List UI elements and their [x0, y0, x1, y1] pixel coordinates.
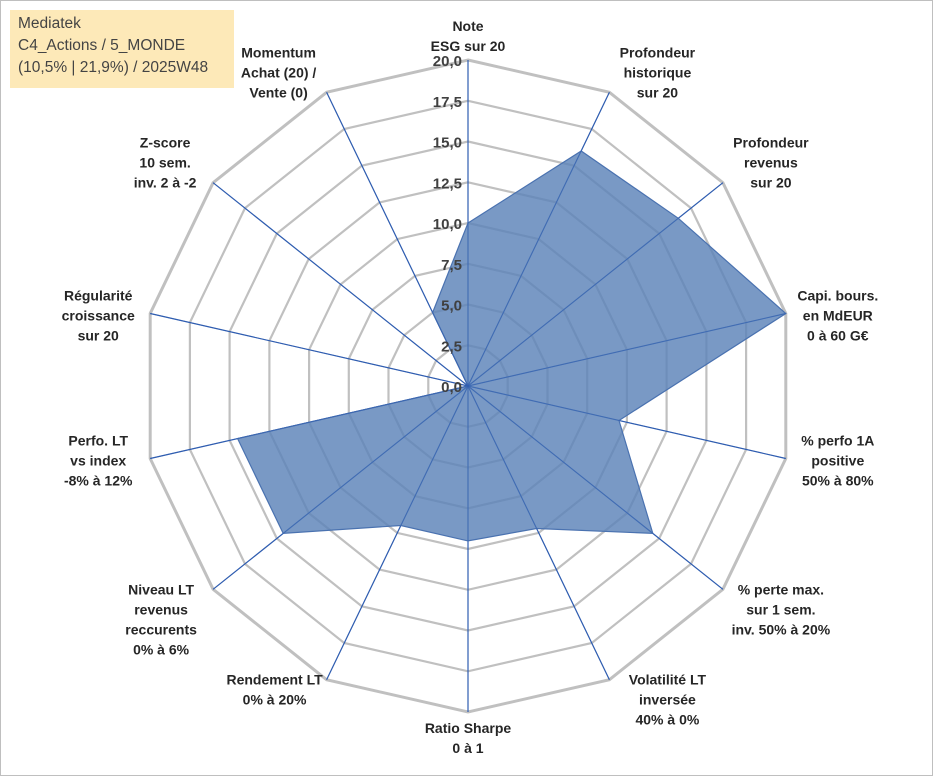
axis-label-line: Ratio Sharpe: [425, 720, 512, 736]
axis-label-line: Momentum: [241, 44, 316, 60]
axis-label-line: Régularité: [64, 288, 133, 304]
axis-label-line: croissance: [62, 308, 135, 324]
axis-label: Ratio Sharpe 0 à 1: [425, 720, 512, 756]
axis-label-line: Volatilité LT: [629, 672, 707, 688]
tick-label: 5,0: [441, 298, 462, 315]
axis-label-line: inversée: [639, 692, 696, 708]
axis-label: Z-score 10 sem. inv. 2 à -2: [134, 135, 197, 191]
tick-label: 15,0: [433, 135, 462, 152]
axis-label: Profondeur historique sur 20: [620, 44, 696, 100]
axis-label-line: reccurents: [125, 621, 197, 637]
axis-label: Profondeur revenus sur 20: [733, 135, 809, 191]
axis-label-line: 0% à 20%: [243, 692, 307, 708]
tick-label: 17,5: [433, 94, 462, 111]
axis-label-line: % perfo 1A: [801, 433, 874, 449]
axis-spoke-overlay: [150, 385, 469, 459]
axis-label-line: sur 1 sem.: [746, 601, 815, 617]
axis-spoke-overlay: [467, 385, 610, 680]
axis-label-line: 0% à 6%: [133, 641, 190, 657]
axis-label: Régularité croissance sur 20: [62, 288, 135, 344]
axis-spoke-overlay: [326, 92, 469, 387]
axis-label: Momentum Achat (20) / Vente (0): [241, 44, 317, 100]
axis-label-line: 40% à 0%: [635, 712, 699, 728]
axis-label-line: inv. 50% à 20%: [732, 621, 831, 637]
axis-label-line: Achat (20) /: [241, 64, 317, 80]
axis-label-line: positive: [811, 453, 864, 469]
tick-label: 0,0: [441, 379, 462, 396]
axis-label-line: 10 sem.: [139, 155, 190, 171]
info-line-3: (10,5% | 21,9%) / 2025W48: [18, 59, 209, 76]
axis-label-line: Rendement LT: [226, 672, 323, 688]
axis-label-line: 0 à 1: [452, 740, 483, 756]
axis-label-line: Niveau LT: [128, 581, 194, 597]
info-box: Mediatek C4_Actions / 5_MONDE (10,5% | 2…: [10, 10, 234, 88]
axis-label-line: sur 20: [637, 84, 678, 100]
axis-label: Capi. bours. en MdEUR 0 à 60 G€: [797, 288, 878, 344]
axis-spoke-overlay: [212, 385, 469, 590]
axis-spoke-overlay: [467, 182, 724, 387]
tick-label: 20,0: [433, 53, 462, 70]
axis-label: Perfo. LT vs index -8% à 12%: [64, 433, 133, 489]
axis-labels: Note ESG sur 20 Profondeur historique sur 20…: [62, 18, 879, 756]
axis-label: Note ESG sur 20: [431, 18, 506, 54]
axis-label-line: Capi. bours.: [797, 288, 878, 304]
axis-label-line: vs index: [70, 453, 126, 469]
radial-tick-labels: 0,0 2,5 5,0 7,5 10,0 12,5 15,0 17,5 20,0: [433, 53, 462, 396]
axis-spoke-overlay: [467, 385, 724, 590]
axis-spoke-overlay: [326, 385, 469, 680]
axis-spoke-overlay: [467, 313, 786, 387]
axis-spoke-overlay: [467, 92, 610, 387]
axis-label-line: historique: [624, 64, 692, 80]
axis-label-line: % perte max.: [738, 581, 824, 597]
data-area: [150, 60, 787, 712]
tick-label: 7,5: [441, 257, 462, 274]
axis-label-line: sur 20: [750, 175, 791, 191]
axis-label-line: 50% à 80%: [802, 473, 874, 489]
axis-label: Niveau LT revenus reccurents 0% à 6%: [125, 581, 197, 657]
info-line-1: Mediatek: [18, 15, 81, 32]
axis-label: Rendement LT 0% à 20%: [226, 672, 323, 708]
axis-label-line: Profondeur: [733, 135, 809, 151]
axis-label: % perfo 1A positive 50% à 80%: [801, 433, 874, 489]
axis-label-line: sur 20: [78, 328, 119, 344]
axis-label-line: en MdEUR: [803, 308, 873, 324]
axis-label-line: -8% à 12%: [64, 473, 133, 489]
axis-label-line: 0 à 60 G€: [807, 328, 869, 344]
axis-spoke-overlay: [467, 385, 786, 459]
axis-label-line: revenus: [744, 155, 798, 171]
axis-label: % perte max. sur 1 sem. inv. 50% à 20%: [732, 581, 831, 637]
axis-label-line: Vente (0): [249, 84, 307, 100]
axis-label-line: Profondeur: [620, 44, 696, 60]
axis-label-line: Note: [452, 18, 483, 34]
axis-label-line: Perfo. LT: [68, 433, 128, 449]
axis-label-line: inv. 2 à -2: [134, 175, 197, 191]
tick-label: 10,0: [433, 216, 462, 233]
axis-label-line: Z-score: [140, 135, 191, 151]
info-line-2: C4_Actions / 5_MONDE: [18, 37, 186, 54]
tick-label: 12,5: [433, 175, 462, 192]
axis-label-line: ESG sur 20: [431, 38, 506, 54]
axis-label-line: revenus: [134, 601, 188, 617]
axis-label: Volatilité LT inversée 40% à 0%: [629, 672, 707, 728]
series-area: [236, 150, 787, 542]
axis-spoke-overlay: [150, 313, 469, 387]
tick-label: 2,5: [441, 338, 462, 355]
axis-spoke-overlay: [212, 182, 469, 387]
